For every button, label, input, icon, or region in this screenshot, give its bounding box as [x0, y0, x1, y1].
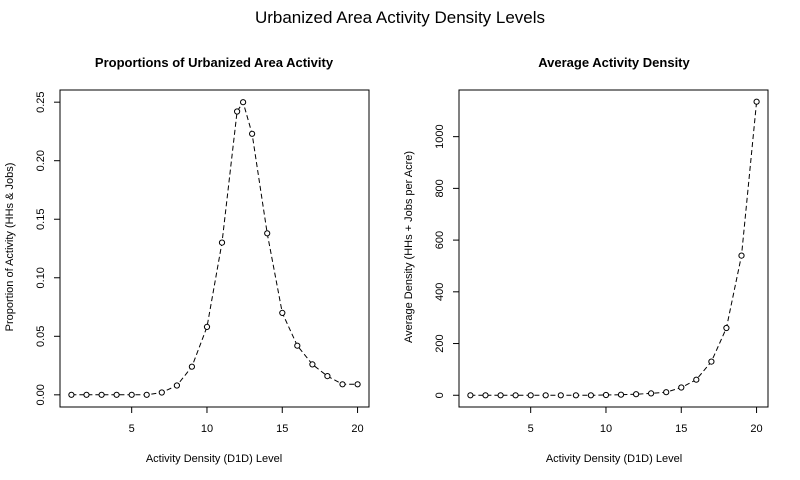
- density-data-point: [573, 393, 578, 398]
- proportions-data-point: [144, 392, 149, 397]
- density-x-tick-label: 15: [675, 423, 687, 435]
- proportions-data-point: [325, 374, 330, 379]
- density-x-label: Activity Density (D1D) Level: [546, 453, 682, 465]
- proportions-title: Proportions of Urbanized Area Activity: [95, 55, 334, 70]
- proportions-y-tick-label: 0.25: [35, 91, 47, 112]
- density-x-tick-label: 10: [600, 423, 612, 435]
- proportions-data-point: [265, 231, 270, 236]
- proportions-x-tick-label: 10: [201, 423, 213, 435]
- density-data-point: [679, 385, 684, 390]
- proportions-data-point: [129, 392, 134, 397]
- density-data-point: [513, 393, 518, 398]
- proportions-data-point: [189, 364, 194, 369]
- density-y-tick-label: 200: [434, 334, 446, 352]
- proportions-series-line: [71, 102, 357, 395]
- proportions-y-tick-label: 0.10: [35, 267, 47, 288]
- density-data-point: [739, 253, 744, 258]
- proportions-x-label: Activity Density (D1D) Level: [146, 453, 282, 465]
- proportions-y-tick-label: 0.20: [35, 150, 47, 171]
- density-data-point: [603, 392, 608, 397]
- density-data-point: [634, 392, 639, 397]
- proportions-data-point: [204, 324, 209, 329]
- density-data-point: [724, 325, 729, 330]
- proportions-data-point: [69, 392, 74, 397]
- proportions-data-point: [219, 240, 224, 245]
- density-y-tick-label: 600: [434, 231, 446, 249]
- proportions-y-tick-label: 0.05: [35, 326, 47, 347]
- proportions-panel: Proportions of Urbanized Area Activity A…: [4, 55, 369, 465]
- proportions-x-tick-label: 15: [276, 423, 288, 435]
- proportions-data-point: [280, 310, 285, 315]
- density-y-tick-label: 1000: [434, 124, 446, 148]
- density-data-point: [649, 391, 654, 396]
- proportions-data-point: [340, 382, 345, 387]
- density-plot-frame: [459, 90, 768, 407]
- proportions-y-tick-label: 0.15: [35, 209, 47, 230]
- proportions-data-point: [99, 392, 104, 397]
- density-data-point: [618, 392, 623, 397]
- density-x-tick-label: 5: [528, 423, 534, 435]
- density-y-tick-label: 800: [434, 179, 446, 197]
- proportions-data-point: [310, 362, 315, 367]
- proportions-data-point: [84, 392, 89, 397]
- density-data-point: [709, 359, 714, 364]
- density-data-point: [694, 377, 699, 382]
- density-data-point: [468, 393, 473, 398]
- proportions-data-point: [174, 383, 179, 388]
- proportions-data-point: [241, 100, 246, 105]
- proportions-plot-frame: [60, 90, 369, 407]
- proportions-data-point: [250, 131, 255, 136]
- density-data-point: [528, 393, 533, 398]
- figure-title: Urbanized Area Activity Density Levels: [255, 8, 545, 27]
- proportions-y-tick-label: 0.00: [35, 384, 47, 405]
- proportions-data-point: [355, 382, 360, 387]
- proportions-data-point: [159, 390, 164, 395]
- density-data-point: [543, 393, 548, 398]
- proportions-data-point: [235, 109, 240, 114]
- proportions-data-point: [114, 392, 119, 397]
- density-y-label: Average Density (HHs + Jobs per Acre): [403, 151, 415, 343]
- proportions-data-point: [295, 343, 300, 348]
- density-panel: Average Activity Density Activity Densit…: [403, 55, 768, 465]
- proportions-x-tick-label: 5: [129, 423, 135, 435]
- density-series-line: [470, 102, 756, 396]
- density-title: Average Activity Density: [538, 55, 690, 70]
- density-x-tick-label: 20: [750, 423, 762, 435]
- density-y-tick-label: 400: [434, 283, 446, 301]
- proportions-y-label: Proportion of Activity (HHs & Jobs): [4, 163, 16, 332]
- density-data-point: [664, 390, 669, 395]
- density-data-point: [558, 393, 563, 398]
- density-data-point: [588, 393, 593, 398]
- density-y-tick-label: 0: [434, 392, 446, 398]
- proportions-x-tick-label: 20: [351, 423, 363, 435]
- density-data-point: [483, 393, 488, 398]
- density-data-point: [498, 393, 503, 398]
- density-data-point: [754, 99, 759, 104]
